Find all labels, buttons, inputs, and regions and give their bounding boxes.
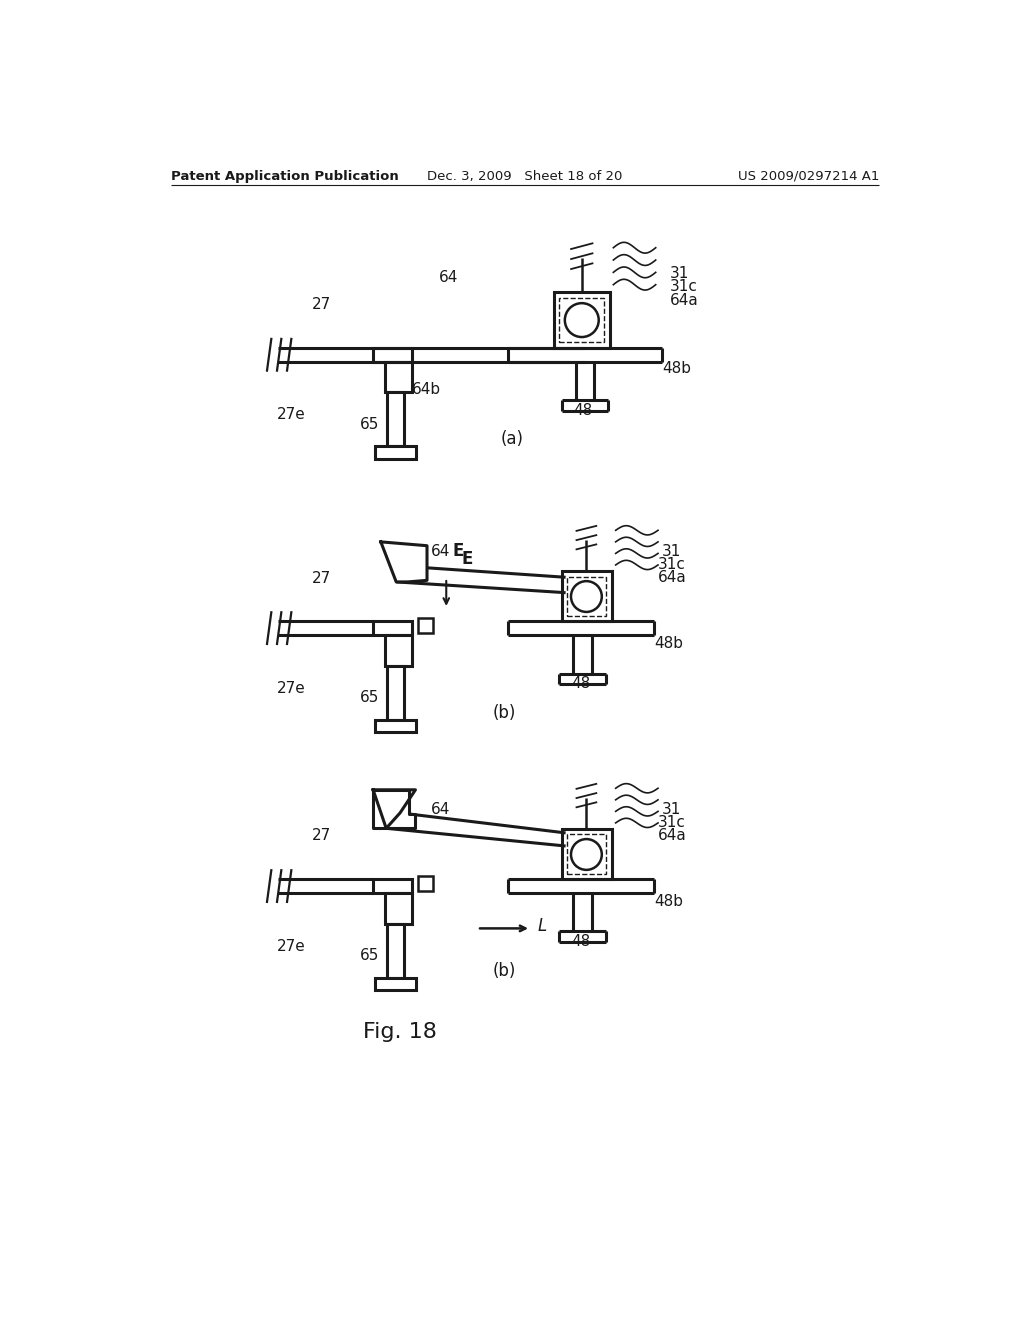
Text: E: E — [453, 543, 464, 560]
Text: 48b: 48b — [662, 362, 691, 376]
Text: (b): (b) — [493, 704, 516, 722]
Bar — [375, 978, 416, 990]
Bar — [567, 577, 606, 615]
Text: 65: 65 — [360, 417, 380, 432]
Bar — [373, 879, 412, 892]
Bar — [387, 665, 403, 719]
Text: 64b: 64b — [412, 381, 440, 397]
Bar — [562, 829, 611, 879]
Text: 31: 31 — [662, 544, 681, 558]
Bar — [554, 293, 609, 348]
Text: 31c: 31c — [670, 280, 697, 294]
Polygon shape — [381, 543, 427, 582]
Text: 31c: 31c — [658, 557, 686, 572]
Text: 27: 27 — [311, 570, 331, 586]
Bar — [559, 298, 604, 342]
Bar — [418, 618, 433, 634]
Bar — [567, 834, 606, 874]
Text: (b): (b) — [493, 962, 516, 979]
Bar — [387, 392, 403, 446]
Text: Patent Application Publication: Patent Application Publication — [171, 169, 398, 182]
Text: 48b: 48b — [654, 636, 683, 651]
Text: 64a: 64a — [670, 293, 698, 308]
Text: L: L — [538, 917, 547, 935]
Text: 27e: 27e — [276, 408, 305, 422]
Circle shape — [571, 840, 602, 870]
Bar — [375, 719, 416, 733]
Circle shape — [571, 581, 602, 612]
Text: 48: 48 — [573, 403, 593, 417]
Circle shape — [565, 304, 599, 337]
Bar — [387, 924, 403, 978]
Text: 64: 64 — [438, 271, 458, 285]
Text: 65: 65 — [360, 690, 380, 705]
Bar — [385, 362, 412, 392]
Text: 27e: 27e — [276, 939, 305, 953]
Bar — [375, 446, 416, 459]
Bar — [562, 572, 611, 622]
Text: 27e: 27e — [276, 681, 305, 696]
Text: 64: 64 — [431, 544, 451, 558]
Bar — [418, 876, 433, 891]
Text: 48: 48 — [571, 935, 590, 949]
Polygon shape — [373, 789, 416, 829]
Text: 31: 31 — [662, 801, 681, 817]
Text: 27: 27 — [311, 297, 331, 313]
Text: 48b: 48b — [654, 894, 683, 909]
Text: 64a: 64a — [658, 828, 687, 842]
Text: E: E — [462, 550, 473, 568]
Text: 31c: 31c — [658, 814, 686, 830]
Text: US 2009/0297214 A1: US 2009/0297214 A1 — [737, 169, 879, 182]
Text: Dec. 3, 2009   Sheet 18 of 20: Dec. 3, 2009 Sheet 18 of 20 — [427, 169, 623, 182]
Text: 64: 64 — [431, 801, 451, 817]
Text: Fig. 18: Fig. 18 — [364, 1023, 437, 1043]
Bar — [373, 348, 412, 362]
Text: (a): (a) — [500, 430, 523, 449]
Text: 27: 27 — [311, 829, 331, 843]
Bar — [373, 622, 412, 635]
Bar — [385, 892, 412, 924]
Text: 48: 48 — [571, 676, 590, 692]
Text: 64a: 64a — [658, 570, 687, 585]
Text: 65: 65 — [360, 948, 380, 962]
Text: 31: 31 — [670, 267, 689, 281]
Bar — [385, 635, 412, 665]
Polygon shape — [373, 789, 416, 829]
